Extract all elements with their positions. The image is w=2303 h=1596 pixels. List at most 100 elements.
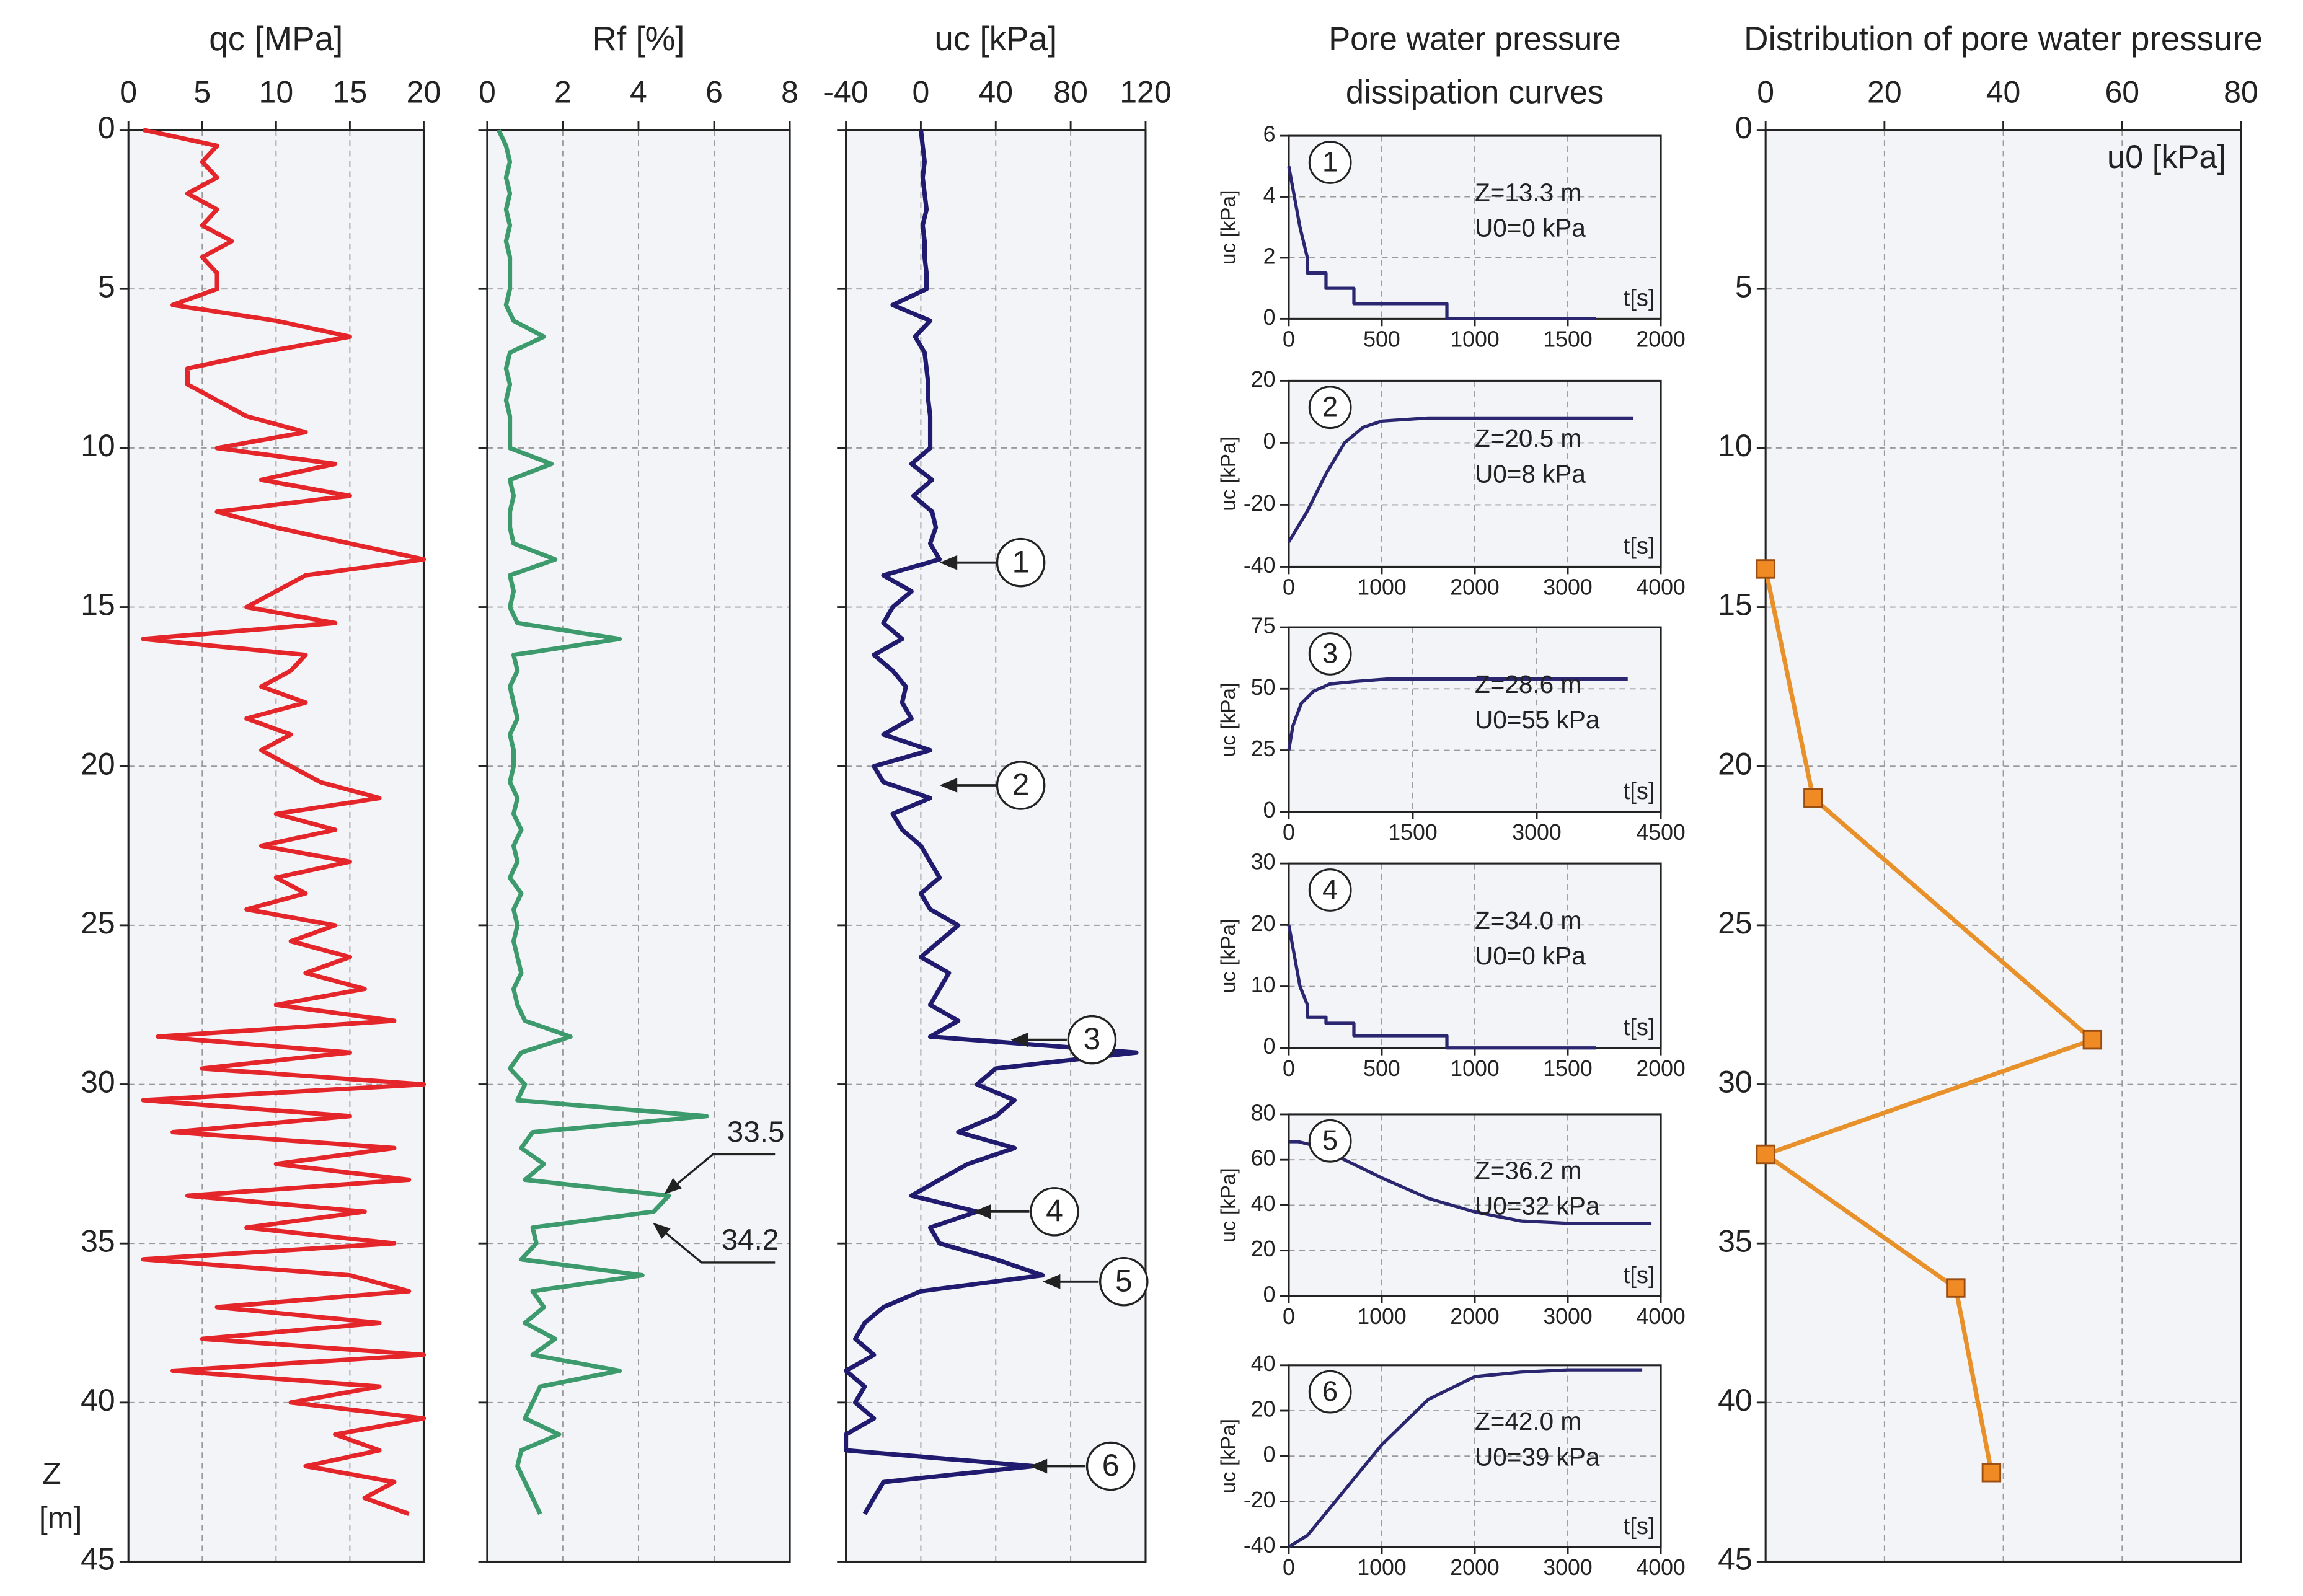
x-axis-label: t[s] (1624, 1015, 1655, 1041)
x-tick-label: 0 (1283, 1056, 1295, 1081)
y-tick-label: 10 (1718, 428, 1753, 463)
x-tick-label: 4000 (1636, 1555, 1685, 1580)
x-tick-label: 0 (1283, 820, 1295, 845)
x-tick-label: 80 (1053, 75, 1088, 110)
x-tick-label: 0 (1283, 1304, 1295, 1329)
curve-label: 4 (1322, 873, 1338, 905)
y-tick-label: 15 (1718, 588, 1753, 622)
y-tick-label: 40 (1251, 1351, 1276, 1376)
data-line (1288, 1368, 1643, 1548)
x-tick-label: 0 (1283, 327, 1295, 352)
x-axis-label: t[s] (1624, 285, 1655, 311)
curve-note: U0=0 kPa (1475, 213, 1586, 242)
curve-note: Z=42.0 m (1475, 1407, 1581, 1435)
plot-frame (486, 129, 791, 1563)
y-tick-label: 20 (81, 746, 115, 781)
group-title: Pore water pressure (1328, 22, 1621, 58)
y-tick-label: 5 (98, 269, 115, 304)
label-circle (1308, 386, 1352, 430)
x-tick-label: 3000 (1543, 1555, 1592, 1580)
y-tick-label: 45 (1718, 1542, 1753, 1577)
x-tick-label: 5 (193, 75, 211, 110)
x-tick-label: 4 (630, 75, 647, 110)
arrow-head (664, 1178, 682, 1194)
x-tick-label: 1500 (1543, 327, 1592, 352)
y-axis-label: uc [kPa] (1218, 919, 1240, 993)
data-line (1763, 568, 2095, 1473)
y-tick-label: 25 (1251, 736, 1276, 761)
x-axis-label: t[s] (1624, 534, 1655, 560)
x-tick-label: 1000 (1357, 1304, 1406, 1329)
annotation-circle (996, 761, 1046, 810)
data-line (141, 128, 427, 1516)
x-axis-label: t[s] (1624, 778, 1655, 805)
x-tick-label: -40 (823, 75, 868, 110)
y-tick-label: 75 (1251, 614, 1276, 638)
y-tick-label: 10 (1251, 972, 1276, 997)
data-line (1287, 416, 1633, 543)
x-tick-label: 4000 (1636, 575, 1685, 600)
data-point (1756, 1144, 1775, 1165)
data-point (1981, 1463, 2002, 1483)
curve-label: 6 (1322, 1375, 1338, 1407)
y-tick-label: 25 (1718, 906, 1753, 940)
curve-note: U0=0 kPa (1475, 941, 1586, 970)
y-tick-label: 20 (1251, 1237, 1276, 1261)
x-tick-label: 1000 (1357, 575, 1406, 600)
curve-note: U0=8 kPa (1475, 459, 1586, 488)
x-tick-label: 2000 (1450, 1555, 1499, 1580)
y-tick-label: 0 (1735, 110, 1753, 145)
arrow-head (939, 778, 958, 793)
annotation-circle (1030, 1187, 1079, 1237)
x-tick-label: 2 (554, 75, 572, 110)
plot-frame (845, 129, 1147, 1563)
y-tick-label: 20 (1251, 1396, 1276, 1421)
x-tick-label: 4500 (1636, 820, 1685, 845)
annotation-label: 1 (1012, 544, 1030, 579)
y-axis-label: [m] (39, 1501, 82, 1535)
annotation-label: 6 (1102, 1448, 1120, 1483)
arrow-head (1042, 1274, 1061, 1289)
x-tick-label: 15 (333, 75, 368, 110)
curve-label: 1 (1322, 146, 1338, 177)
curve-note: Z=13.3 m (1475, 178, 1581, 206)
y-axis-label: uc [kPa] (1218, 682, 1240, 757)
annotation-label: 2 (1012, 767, 1030, 802)
data-line (1288, 1140, 1652, 1225)
annotation-circle (996, 537, 1046, 588)
y-tick-label: 35 (81, 1223, 115, 1258)
y-tick-label: 50 (1251, 675, 1276, 700)
group-title: dissipation curves (1346, 74, 1604, 110)
x-tick-label: 60 (2105, 75, 2139, 110)
x-tick-label: 4000 (1636, 1304, 1685, 1329)
x-tick-label: 20 (407, 75, 441, 110)
data-line (843, 130, 1139, 1515)
y-tick-label: 45 (81, 1542, 115, 1577)
plot-frame (1288, 1364, 1662, 1548)
x-tick-label: 1000 (1450, 327, 1499, 352)
annotation-label: 5 (1115, 1263, 1133, 1298)
y-tick-label: 4 (1263, 183, 1276, 208)
plot-frame (127, 129, 425, 1563)
curve-label: 3 (1322, 637, 1338, 669)
arrow-head (1010, 1032, 1029, 1047)
label-circle (1308, 632, 1352, 676)
arrow-head (1029, 1458, 1048, 1474)
y-tick-label: 60 (1251, 1146, 1276, 1171)
y-tick-label: 20 (1251, 911, 1276, 936)
y-tick-label: 0 (1263, 1442, 1276, 1467)
y-tick-label: 35 (1718, 1223, 1753, 1258)
y-tick-label: 30 (81, 1065, 115, 1100)
annotation-label: 4 (1046, 1193, 1063, 1228)
y-tick-label: 15 (81, 588, 115, 622)
y-tick-label: 30 (1718, 1065, 1753, 1100)
annotation-label: 33.5 (727, 1116, 785, 1149)
x-axis-label: u0 [kPa] (2107, 139, 2226, 175)
chart-title: Rf [%] (592, 19, 684, 58)
y-tick-label: -20 (1244, 1488, 1276, 1512)
y-tick-label: 0 (98, 110, 115, 145)
annotation-circle (1099, 1257, 1149, 1307)
annotation-leader (658, 1226, 776, 1264)
y-tick-label: 6 (1263, 122, 1276, 147)
